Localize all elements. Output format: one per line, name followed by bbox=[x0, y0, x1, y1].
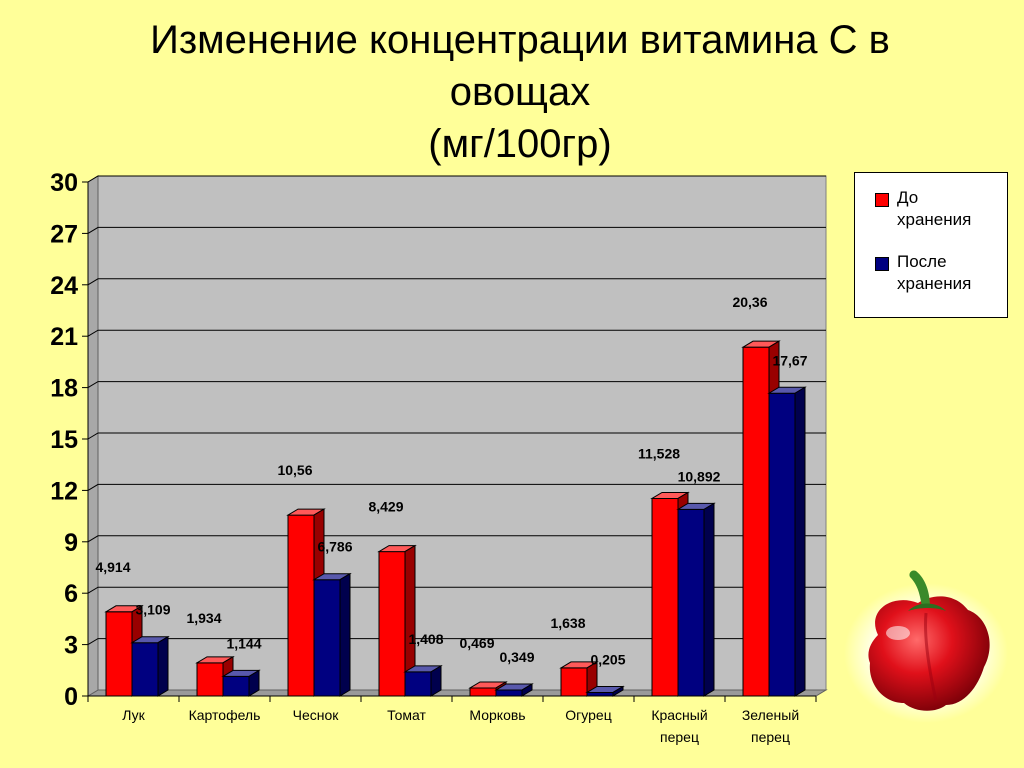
x-tick-label: Томат bbox=[387, 707, 426, 723]
gridline bbox=[87, 329, 826, 337]
data-label: 0,205 bbox=[590, 651, 625, 667]
bar bbox=[651, 497, 679, 697]
bar bbox=[768, 392, 796, 697]
gridline bbox=[87, 638, 826, 646]
legend-item-after: После хранения bbox=[875, 251, 997, 295]
title-line-2: овощах bbox=[449, 70, 591, 114]
bar-side bbox=[339, 572, 351, 697]
bar bbox=[495, 689, 523, 697]
x-tick-label: Лук bbox=[122, 707, 145, 723]
x-tick-label: Чеснок bbox=[293, 707, 340, 723]
bar-side bbox=[612, 685, 624, 697]
legend-label-after: После bbox=[897, 252, 947, 271]
bar-side bbox=[430, 664, 442, 697]
legend-label-before: До bbox=[897, 188, 919, 207]
y-tick-label: 9 bbox=[64, 529, 78, 557]
bar bbox=[586, 691, 614, 697]
chart-legend: До хранения После хранения bbox=[854, 172, 1008, 318]
y-tick-label: 30 bbox=[50, 169, 78, 197]
title-line-1: Изменение концентрации витамина С в bbox=[150, 18, 890, 62]
legend-item-before: До хранения bbox=[875, 187, 997, 231]
x-tick-label: Картофель bbox=[189, 707, 261, 723]
data-label: 3,109 bbox=[135, 602, 170, 618]
data-label: 1,638 bbox=[550, 615, 585, 631]
bar bbox=[404, 671, 432, 697]
y-tick-label: 0 bbox=[64, 683, 78, 711]
title-line-3: (мг/100гр) bbox=[428, 122, 612, 166]
data-label: 6,786 bbox=[317, 539, 352, 555]
x-tick-label: перец bbox=[751, 729, 790, 745]
gridline bbox=[87, 226, 826, 234]
gridline bbox=[87, 175, 826, 183]
legend-label-after-2: хранения bbox=[897, 274, 972, 293]
gridline bbox=[87, 381, 826, 389]
bar-side bbox=[157, 635, 169, 697]
data-label: 0,349 bbox=[499, 649, 534, 665]
bar bbox=[677, 508, 705, 697]
y-tick-label: 6 bbox=[64, 580, 78, 608]
data-label: 10,892 bbox=[678, 468, 721, 484]
bar bbox=[287, 514, 315, 697]
data-label: 11,528 bbox=[638, 445, 680, 461]
data-label: 1,144 bbox=[226, 635, 261, 651]
y-tick-label: 24 bbox=[50, 272, 78, 300]
data-label: 20,36 bbox=[732, 294, 767, 310]
bar bbox=[222, 675, 250, 697]
legend-swatch-before bbox=[875, 193, 889, 207]
data-label: 4,914 bbox=[95, 559, 130, 575]
bar bbox=[131, 642, 159, 697]
bar bbox=[560, 667, 588, 697]
bar bbox=[378, 551, 406, 697]
data-label: 8,429 bbox=[368, 499, 403, 515]
y-tick-label: 12 bbox=[50, 477, 78, 505]
gridline bbox=[87, 278, 826, 286]
data-label: 17,67 bbox=[772, 352, 807, 368]
bar bbox=[313, 579, 341, 697]
y-tick-label: 15 bbox=[50, 426, 78, 454]
y-tick-label: 21 bbox=[50, 323, 78, 351]
x-tick-label: Зеленый bbox=[742, 707, 799, 723]
y-tick-label: 18 bbox=[50, 375, 78, 403]
y-tick-label: 3 bbox=[64, 632, 78, 660]
legend-swatch-after bbox=[875, 257, 889, 271]
x-tick-label: перец bbox=[660, 729, 699, 745]
data-label: 0,469 bbox=[459, 635, 494, 651]
gridline bbox=[87, 586, 826, 594]
x-tick-label: Огурец bbox=[565, 707, 611, 723]
bar bbox=[742, 346, 770, 697]
red-pepper-icon bbox=[844, 570, 1008, 723]
x-tick-label: Красный bbox=[651, 707, 707, 723]
legend-label-before-2: хранения bbox=[897, 210, 972, 229]
data-label: 1,408 bbox=[408, 631, 443, 647]
bar bbox=[469, 687, 497, 697]
bar-side bbox=[521, 683, 533, 697]
bar-side bbox=[248, 669, 260, 697]
gridline bbox=[87, 535, 826, 543]
data-label: 1,934 bbox=[186, 610, 221, 626]
data-label: 10,56 bbox=[277, 462, 312, 478]
gridline bbox=[87, 432, 826, 440]
gridline bbox=[87, 483, 826, 491]
chart-title: Изменение концентрации витамина С в овощ… bbox=[60, 14, 980, 170]
bar bbox=[105, 611, 133, 697]
bar-side bbox=[703, 502, 715, 697]
y-tick-label: 27 bbox=[50, 220, 78, 248]
x-tick-label: Морковь bbox=[469, 707, 525, 723]
bar-side bbox=[794, 386, 806, 697]
bar bbox=[196, 662, 224, 697]
